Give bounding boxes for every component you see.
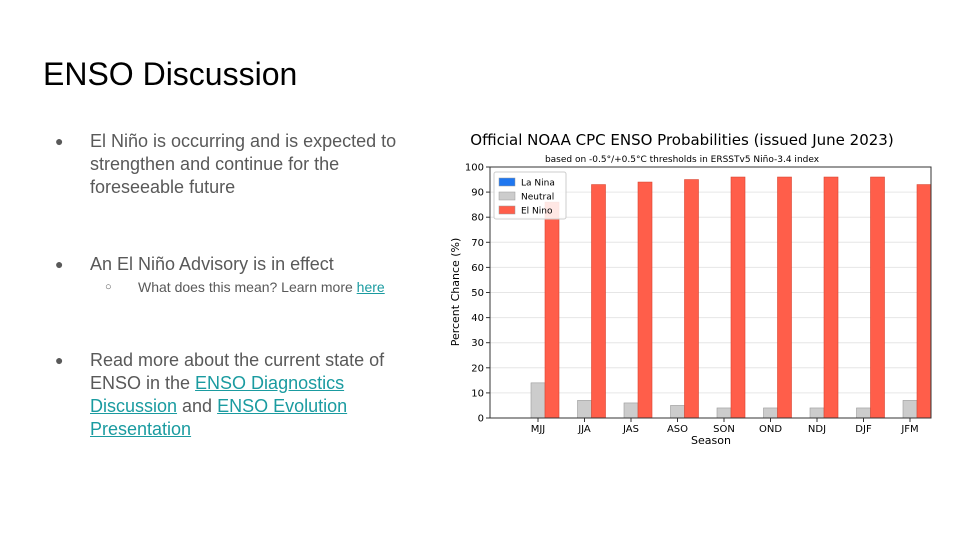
bullet-dot-icon: ● (55, 133, 64, 149)
x-tick-label: MJJ (531, 424, 546, 435)
legend-swatch (498, 191, 516, 201)
enso-evolution-link[interactable]: ENSO Evolution Presentation (90, 396, 348, 439)
y-tick-label: 80 (471, 213, 484, 224)
slide-title: ENSO Discussion (43, 56, 298, 92)
sub-bullet-label: What does this mean? Learn more (138, 279, 357, 295)
bar-el-nino (544, 201, 560, 419)
bar-neutral (763, 407, 778, 419)
bullet-dot-icon: ● (55, 256, 64, 272)
bar-el-nino (916, 184, 932, 419)
chart-bars (530, 176, 932, 419)
legend-swatch (498, 177, 516, 187)
learn-more-link[interactable]: here (356, 279, 385, 295)
y-tick-label: 90 (471, 188, 484, 199)
bar-el-nino (870, 176, 885, 419)
bullet-3-text-before: Read more about the current state of ENS… (90, 350, 385, 393)
bar-neutral (577, 400, 592, 419)
y-tick-label: 100 (465, 163, 484, 174)
x-axis-ticks: MJJ JJA JAS ASO SON OND NDJ DJF JFM (531, 418, 919, 435)
legend-label: Neutral (521, 193, 554, 203)
x-axis-label: Season (691, 434, 731, 447)
x-tick-label: JFM (900, 424, 918, 435)
sub-bullet-text: What does this mean? Learn more here (138, 278, 385, 296)
y-axis-label: Percent Chance (%) (449, 238, 462, 347)
y-axis-ticks: 0 10 20 30 40 50 60 70 80 90 100 (465, 163, 490, 425)
legend-swatch (498, 205, 516, 215)
chart-legend: La Nina Neutral El Nino (493, 171, 567, 220)
legend-label: El Nino (521, 207, 553, 217)
y-tick-label: 60 (471, 263, 484, 274)
x-tick-label: JAS (622, 424, 639, 435)
bar-neutral (670, 405, 685, 419)
bar-neutral (530, 382, 546, 419)
bar-neutral (856, 407, 871, 419)
bar-el-nino (591, 184, 606, 419)
bar-el-nino (777, 176, 792, 419)
y-tick-label: 50 (471, 288, 484, 299)
y-tick-label: 40 (471, 313, 484, 324)
y-tick-label: 0 (478, 414, 484, 425)
bar-el-nino (823, 176, 839, 419)
bar-neutral (623, 402, 639, 419)
x-tick-label: SON (713, 424, 735, 435)
bullet-1-text: El Niño is occurring and is expected to … (90, 131, 397, 197)
enso-chart: Official NOAA CPC ENSO Probabilities (is… (436, 125, 936, 450)
bar-el-nino (684, 179, 699, 419)
chart-subtitle: based on -0.5°/+0.5°C thresholds in ERSS… (545, 155, 820, 165)
enso-diagnostics-link[interactable]: ENSO Diagnostics Discussion (90, 373, 345, 416)
bar-el-nino (730, 176, 746, 419)
x-tick-label: DJF (855, 424, 872, 435)
bar-neutral (809, 407, 825, 419)
legend-label: La Nina (521, 179, 555, 189)
y-tick-label: 10 (471, 388, 484, 399)
chart-title: Official NOAA CPC ENSO Probabilities (is… (470, 131, 893, 149)
y-tick-label: 20 (471, 363, 484, 374)
bullet-dot-icon: ● (55, 352, 64, 368)
x-tick-label: ASO (667, 424, 688, 435)
y-tick-label: 70 (471, 238, 484, 249)
enso-chart-svg: Official NOAA CPC ENSO Probabilities (is… (449, 131, 932, 447)
bullet-3-text: Read more about the current state of ENS… (90, 349, 430, 441)
bar-neutral (716, 407, 732, 419)
plot-frame (489, 166, 932, 419)
x-tick-label: OND (759, 424, 782, 435)
y-tick-label: 30 (471, 338, 484, 349)
bullet-3-text-mid: and (177, 396, 218, 416)
x-tick-label: NDJ (808, 424, 826, 435)
bullet-2-text: An El Niño Advisory is in effect (90, 254, 334, 274)
x-tick-label: JJA (577, 424, 591, 435)
bar-el-nino (637, 181, 653, 419)
bar-neutral (902, 400, 918, 419)
sub-bullet-circle-icon: ○ (105, 281, 112, 293)
